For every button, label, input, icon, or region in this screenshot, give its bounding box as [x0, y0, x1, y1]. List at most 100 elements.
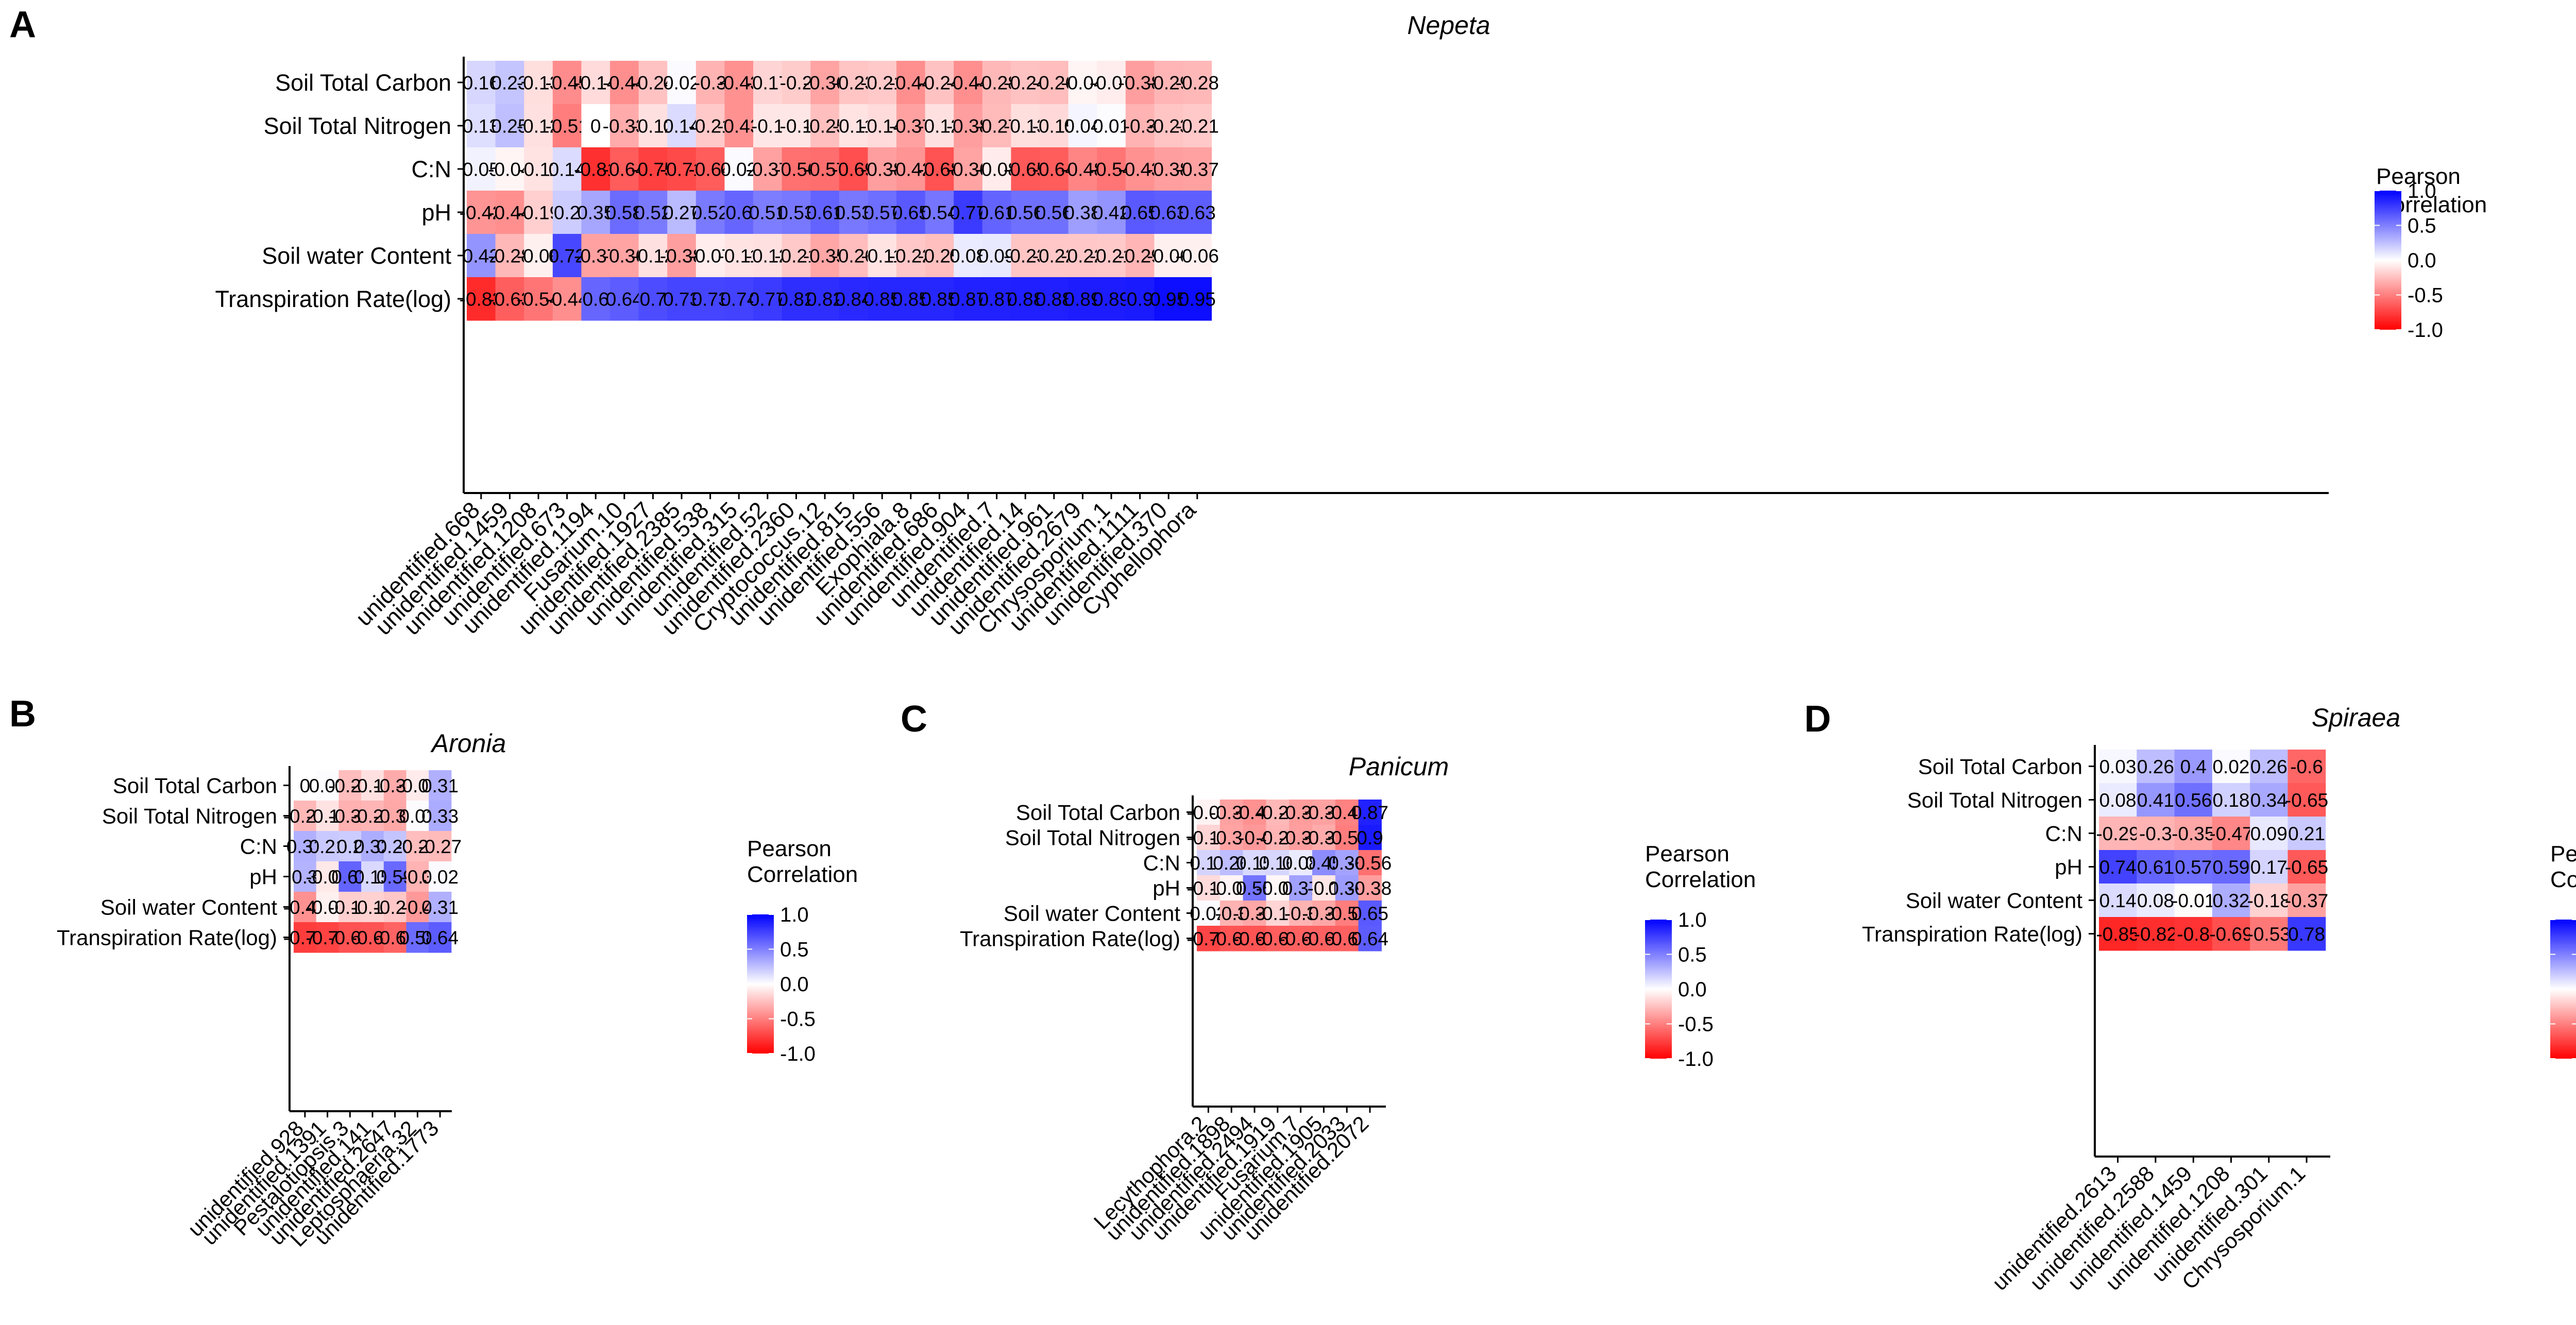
heatmap-cell-r4-c9 [724, 234, 754, 278]
heatmap-cell-r0-c8 [696, 61, 725, 105]
cell-value-label: -0.37 [2285, 890, 2328, 911]
heatmap-cell-r3-c1 [316, 861, 339, 892]
row-label-soil-total-nitrogen: Soil Total Nitrogen [102, 804, 277, 828]
heatmap-cell-r0-c6 [1335, 800, 1359, 825]
heatmap-cell-r1-c3 [1266, 825, 1290, 851]
heatmap-cell-r2-c22 [1097, 147, 1126, 191]
legend-title-line1: Pearson [1645, 841, 1730, 867]
heatmap-cell-r5-c18 [982, 277, 1011, 321]
heatmap-cell-r5-c4 [1289, 926, 1313, 952]
row-labels: Soil Total Carbon Soil Total Nitrogen C:N p… [1862, 755, 2082, 946]
cell-value-label: -0.11 [861, 245, 903, 266]
legend-tick-label: -0.5 [1678, 1013, 1714, 1036]
cell-value-label: 0.88 [1007, 288, 1044, 310]
heatmap-cell-r4-c22 [1097, 234, 1126, 278]
heatmap-cell-r5-c24 [1154, 277, 1183, 321]
heatmap-cell-r5-c5 [610, 277, 639, 321]
heatmap-cell-r2-c1 [1219, 850, 1244, 876]
heatmap-cell-r4-c23 [1125, 234, 1155, 278]
cell-value-label: 0.09 [978, 245, 1015, 266]
cell-value-label: 0.65 [892, 202, 929, 223]
heatmap-cell-r1-c9 [724, 104, 754, 148]
heatmap-cell-r3-c7 [1358, 875, 1382, 901]
heatmap-cell-r3-c13 [839, 191, 868, 234]
cell-value-label: -0.4 [401, 897, 434, 918]
heatmap-cell-r1-c21 [1068, 104, 1097, 148]
heatmap-cell-r3-c4 [1289, 875, 1313, 901]
cell-value-label: -0.3 [1124, 115, 1157, 137]
heatmap-cell-r0-c23 [1125, 61, 1155, 105]
heatmap-cell-r2-c9 [724, 147, 754, 191]
heatmap-cell-r3-c0 [1197, 875, 1221, 901]
cell-value-label: -0.47 [2209, 823, 2252, 844]
cell-value-label: 0.82 [777, 288, 815, 310]
heatmap-cells: 00.01-0.26-0.12-0.33-0.080.31-0.28-0.11-… [283, 770, 462, 953]
heatmap-cell-r5-c0 [2099, 917, 2137, 951]
cell-value-label: 0.08 [2137, 890, 2174, 911]
heatmap-cell-r5-c3 [552, 277, 582, 321]
cell-value-label: 0.85 [921, 288, 958, 310]
heatmap-cell-r3-c19 [1011, 191, 1040, 234]
cell-value-label: 0.63 [1179, 202, 1216, 223]
cell-value-label: 0.85 [892, 288, 929, 310]
cell-value-label: 0.57 [863, 202, 901, 223]
heatmap-cell-r3-c25 [1183, 191, 1212, 234]
heatmap-cell-r3-c4 [581, 191, 611, 234]
row-label-soil-total-nitrogen: Soil Total Nitrogen [1005, 826, 1180, 850]
heatmap-cell-r1-c2 [1243, 825, 1266, 851]
cell-value-label: 0.31 [421, 897, 459, 918]
heatmap-cell-r1-c10 [753, 104, 783, 148]
heatmap-cell-r4-c1 [1219, 901, 1244, 926]
heatmap-cells: -0.05-0.37-0.43-0.28-0.39-0.37-0.490.87-… [1187, 800, 1392, 952]
heatmap-cell-r1-c11 [782, 104, 811, 148]
cell-value-label: 0.65 [1351, 903, 1388, 924]
legend-tick-label: -1.0 [2408, 319, 2443, 342]
row-label-soil-total-nitrogen: Soil Total Nitrogen [1907, 788, 2082, 812]
heatmap-cell-r1-c5 [2287, 783, 2326, 817]
cell-value-label: 0.21 [2288, 823, 2325, 844]
heatmap-cell-r4-c18 [982, 234, 1011, 278]
heatmap-cell-r1-c0 [467, 104, 496, 148]
heatmap-cell-r4-c7 [667, 234, 697, 278]
heatmap-cell-r1-c14 [868, 104, 897, 148]
row-label-c-n: C:N [1143, 851, 1180, 875]
heatmap-cell-r2-c6 [429, 831, 452, 862]
legend-tick-label: 0.0 [1678, 978, 1707, 1001]
heatmap-cell-r4-c3 [2212, 884, 2250, 918]
cell-value-label: 0.73 [663, 288, 700, 310]
heatmap-cell-r2-c12 [810, 147, 840, 191]
heatmap-cell-r2-c1 [316, 831, 339, 862]
heatmap-cell-r4-c5 [2287, 884, 2326, 918]
heatmap-cell-r3-c8 [696, 191, 725, 234]
heatmap-cell-r5-c1 [495, 277, 524, 321]
heatmap-cell-r0-c16 [925, 61, 954, 105]
cell-value-label: -0.65 [2285, 857, 2328, 878]
heatmap-cell-r0-c18 [982, 61, 1011, 105]
cell-value-label: 0.87 [950, 288, 987, 310]
cell-value-label: 0.13 [463, 115, 500, 137]
heatmap-cell-r3-c10 [753, 191, 783, 234]
cell-value-label: 0.34 [2250, 790, 2287, 811]
cell-value-label: -0.06 [1176, 245, 1219, 266]
heatmap-cell-r1-c5 [1312, 825, 1336, 851]
heatmap-cell-r0-c1 [316, 770, 339, 801]
cell-value-label: 0.08 [950, 245, 987, 266]
cell-value-label: -0.3 [1215, 903, 1248, 924]
heatmap-cell-r5-c4 [383, 922, 406, 953]
cell-value-label: -0.3 [694, 72, 727, 93]
heatmap-cell-r3-c14 [868, 191, 897, 234]
heatmap-cell-r4-c17 [954, 234, 983, 278]
heatmap-cell-r4-c4 [383, 892, 406, 923]
cell-value-label: 0.18 [2212, 790, 2249, 811]
heatmap-cell-r0-c5 [1312, 800, 1336, 825]
heatmap-cell-r1-c18 [982, 104, 1011, 148]
heatmap-cell-r1-c17 [954, 104, 983, 148]
cell-value-label: 0.2 [554, 202, 580, 223]
heatmap-cell-r2-c10 [753, 147, 783, 191]
row-labels: Soil Total Carbon Soil Total Nitrogen C:N p… [215, 70, 451, 312]
row-label-transpiration-rate-log: Transpiration Rate(log) [960, 927, 1180, 951]
cell-value-label: 0.41 [2137, 790, 2174, 811]
heatmap-cell-r4-c1 [316, 892, 339, 923]
